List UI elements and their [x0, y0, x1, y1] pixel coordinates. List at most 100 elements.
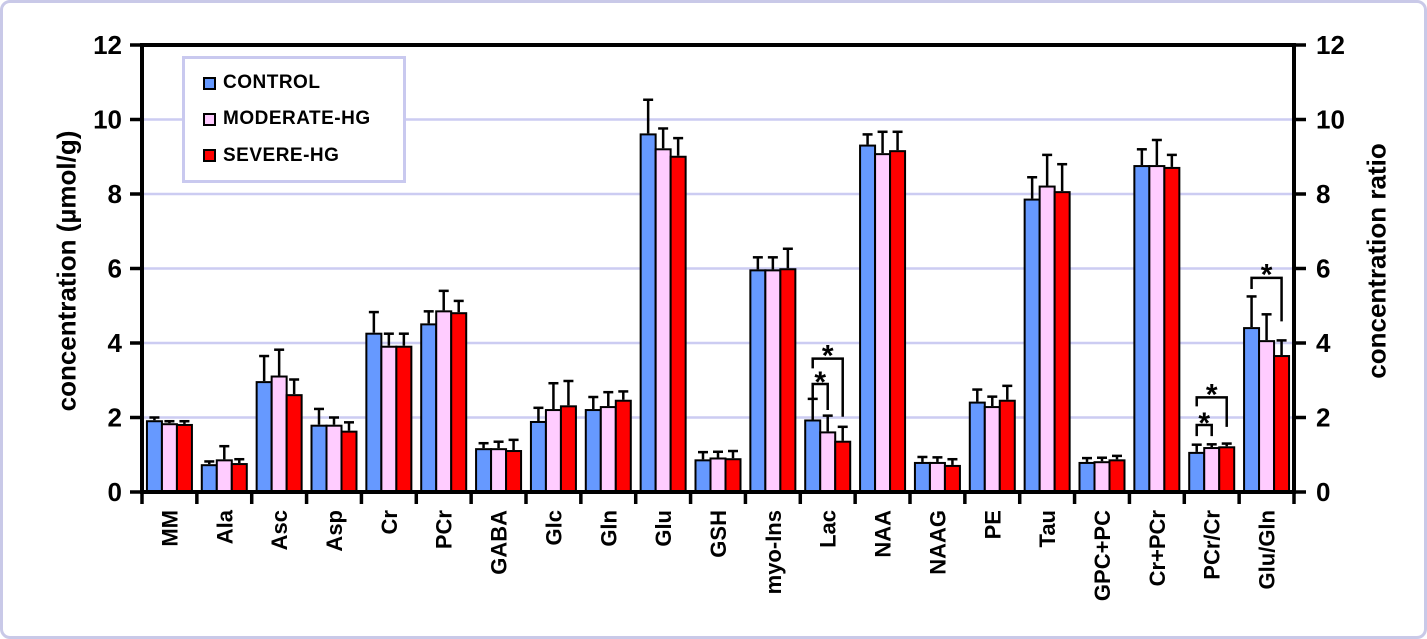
bar [395, 345, 413, 493]
bar [255, 381, 273, 493]
bar [694, 459, 712, 493]
bar [724, 458, 742, 493]
bar [435, 310, 453, 493]
bar [614, 399, 632, 493]
category-label: NAAG [925, 510, 950, 575]
legend-item-moderate-hg: MODERATE-HG [203, 108, 397, 130]
bar [200, 464, 218, 493]
bar [804, 419, 822, 494]
bar [160, 423, 178, 493]
category-label: Cr+PCr [1145, 510, 1170, 587]
category-label: Glu/Gln [1255, 510, 1280, 589]
significance-star: * [1261, 259, 1273, 292]
left-tick-label: 8 [108, 179, 122, 209]
bar [559, 405, 577, 494]
category-label: MM [157, 510, 182, 547]
severe-hg-swatch-icon [203, 149, 216, 163]
category-label: PE [980, 510, 1005, 539]
bar [928, 461, 946, 494]
left-tick-label: 10 [93, 105, 122, 135]
category-label: Ala [212, 509, 237, 544]
right-tick-label: 2 [1316, 403, 1330, 433]
category-label: Tau [1035, 510, 1060, 547]
category-label: Glu [651, 510, 676, 547]
bar [310, 424, 328, 494]
right-tick-label: 10 [1316, 105, 1345, 135]
bar [983, 406, 1001, 494]
category-label: Asp [322, 510, 347, 552]
bar [340, 430, 358, 493]
category-label: Glc [541, 510, 566, 545]
bar [1273, 355, 1291, 493]
bar [380, 345, 398, 493]
bar [709, 457, 727, 494]
left-tick-label: 4 [108, 328, 123, 358]
bar [475, 448, 493, 494]
bar [779, 268, 797, 493]
bar [1038, 185, 1056, 494]
significance-bracket [1250, 276, 1283, 322]
bar [544, 409, 562, 493]
bar [230, 463, 248, 493]
bar [270, 375, 288, 493]
bar [1218, 446, 1236, 493]
bar [654, 148, 672, 494]
right-tick-label: 6 [1316, 254, 1330, 284]
category-label: NAA [871, 510, 896, 558]
bar [1163, 166, 1181, 494]
bar [968, 401, 986, 494]
bar [1093, 461, 1111, 494]
bar [145, 420, 163, 494]
left-tick-label: 12 [93, 30, 122, 60]
bar [1023, 198, 1041, 493]
bar [505, 450, 523, 493]
right-tick-label: 0 [1316, 477, 1330, 507]
right-tick-label: 8 [1316, 179, 1330, 209]
control-swatch-icon [203, 76, 216, 90]
legend-label-severe-hg: SEVERE-HG [223, 144, 340, 166]
bar [1148, 165, 1166, 493]
category-label: GSH [706, 510, 731, 558]
category-label: myo-Ins [761, 510, 786, 594]
significance-star: * [814, 366, 826, 399]
significance-bracket [811, 382, 829, 411]
bar [1258, 340, 1276, 494]
bar [175, 423, 193, 494]
left-tick-label: 2 [108, 403, 122, 433]
bar [584, 409, 602, 493]
bar [764, 269, 782, 493]
significance-star: * [1206, 378, 1218, 411]
bar [889, 150, 907, 493]
right-axis-title: concentration ratio [1361, 143, 1392, 379]
category-label: GABA [487, 510, 512, 575]
bar [639, 133, 657, 493]
significance-star: * [1198, 407, 1210, 440]
bar [1243, 327, 1261, 493]
bar [420, 323, 438, 493]
category-label: Cr [377, 510, 402, 535]
bar [859, 144, 877, 493]
legend-label-control: CONTROL [223, 72, 321, 94]
bar [943, 464, 961, 493]
left-tick-label: 6 [108, 254, 122, 284]
legend-label-moderate-hg: MODERATE-HG [223, 108, 371, 130]
right-tick-label: 4 [1316, 328, 1331, 358]
bar [529, 420, 547, 493]
bar [285, 394, 303, 493]
bar [325, 424, 343, 494]
bar [1078, 461, 1096, 494]
bar [998, 399, 1016, 493]
category-label: PCr/Cr [1200, 510, 1225, 580]
bar [819, 431, 837, 493]
bar [1053, 191, 1071, 493]
bar [450, 312, 468, 494]
bar [365, 332, 383, 493]
category-label: Gln [596, 510, 621, 547]
legend-item-control: CONTROL [203, 72, 397, 94]
bar [874, 153, 892, 494]
legend-item-severe-hg: SEVERE-HG [203, 145, 397, 167]
moderate-hg-swatch-icon [203, 112, 216, 126]
left-axis-title: concentration (µmol/g) [51, 130, 82, 412]
